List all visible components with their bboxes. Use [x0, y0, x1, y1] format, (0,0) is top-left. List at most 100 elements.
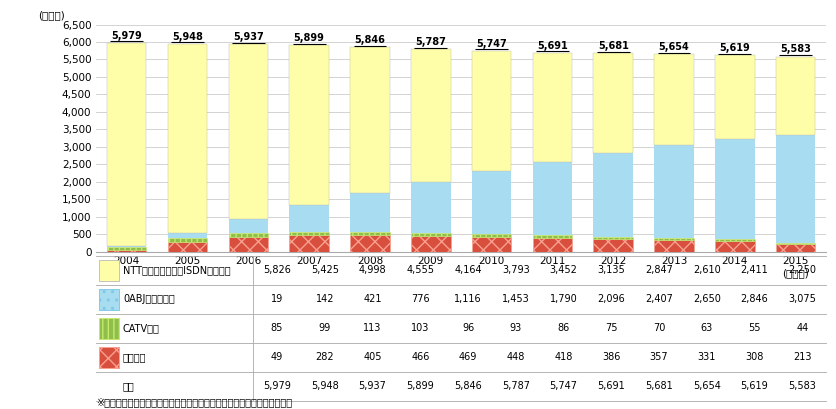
Text: ※過去の数値については、データを精査した結果を踏まえ修正している。: ※過去の数値については、データを精査した結果を踏まえ修正している。 — [96, 397, 292, 407]
Bar — [107, 246, 146, 247]
Text: (万契約): (万契約) — [38, 10, 64, 20]
Bar — [167, 44, 207, 233]
Text: 2,411: 2,411 — [740, 265, 767, 275]
Text: 2,847: 2,847 — [645, 265, 672, 275]
Text: 55: 55 — [747, 323, 760, 333]
Text: 5,654: 5,654 — [658, 42, 689, 52]
Text: 213: 213 — [792, 352, 811, 362]
Text: 3,075: 3,075 — [788, 294, 815, 304]
Bar — [167, 242, 207, 252]
Text: 93: 93 — [509, 323, 522, 333]
Bar — [714, 55, 754, 139]
Text: 5,979: 5,979 — [263, 381, 291, 391]
Text: 5,747: 5,747 — [476, 39, 507, 49]
Text: 0ABJ型イプ電話: 0ABJ型イプ電話 — [123, 294, 175, 304]
Text: 5,948: 5,948 — [172, 32, 202, 42]
Text: 5,979: 5,979 — [111, 31, 142, 40]
Bar — [714, 239, 754, 241]
Text: 5,899: 5,899 — [293, 34, 324, 43]
Text: 5,681: 5,681 — [597, 41, 628, 51]
Bar — [228, 237, 268, 252]
Text: 4,998: 4,998 — [359, 265, 386, 275]
Text: 96: 96 — [461, 323, 473, 333]
Text: 5,425: 5,425 — [310, 265, 339, 275]
Text: 5,583: 5,583 — [779, 45, 810, 54]
Bar — [714, 139, 754, 239]
Text: 5,619: 5,619 — [740, 381, 767, 391]
Bar — [289, 45, 329, 204]
Text: 1,453: 1,453 — [502, 294, 529, 304]
Text: 103: 103 — [410, 323, 429, 333]
Bar — [99, 260, 119, 281]
Text: 1,790: 1,790 — [549, 294, 577, 304]
Bar — [289, 204, 329, 231]
Bar — [472, 171, 511, 234]
Bar — [349, 193, 390, 232]
Bar — [593, 153, 632, 237]
Bar — [349, 232, 390, 235]
Text: 1,116: 1,116 — [454, 294, 482, 304]
Text: 直収電話: 直収電話 — [123, 352, 146, 362]
Bar — [349, 235, 390, 252]
Text: 44: 44 — [795, 323, 808, 333]
Bar — [593, 53, 632, 153]
Text: 5,826: 5,826 — [263, 265, 291, 275]
Bar — [107, 250, 146, 252]
Bar — [107, 43, 146, 246]
Bar — [410, 236, 450, 252]
Text: 85: 85 — [271, 323, 283, 333]
Text: 308: 308 — [744, 352, 762, 362]
Text: 3,793: 3,793 — [502, 265, 529, 275]
Text: 86: 86 — [557, 323, 569, 333]
Text: 2,846: 2,846 — [740, 294, 767, 304]
Text: 2,096: 2,096 — [597, 294, 624, 304]
Bar — [410, 233, 450, 236]
Bar — [349, 47, 390, 193]
Bar — [472, 237, 511, 252]
Text: 421: 421 — [363, 294, 381, 304]
Bar — [532, 236, 572, 238]
Bar — [654, 145, 693, 238]
Text: 405: 405 — [363, 352, 381, 362]
Text: 2,250: 2,250 — [788, 265, 815, 275]
Text: 63: 63 — [700, 323, 712, 333]
Text: 5,654: 5,654 — [692, 381, 720, 391]
Text: 2,650: 2,650 — [692, 294, 720, 304]
Text: 469: 469 — [458, 352, 477, 362]
Bar — [99, 318, 119, 339]
Text: 2,407: 2,407 — [645, 294, 672, 304]
Bar — [410, 49, 450, 182]
Text: 448: 448 — [506, 352, 524, 362]
Text: 5,583: 5,583 — [788, 381, 815, 391]
Bar — [99, 289, 119, 310]
Text: 5,619: 5,619 — [719, 43, 749, 53]
Text: CATV電話: CATV電話 — [123, 323, 160, 333]
Text: 75: 75 — [604, 323, 617, 333]
Text: 5,846: 5,846 — [354, 35, 385, 45]
Bar — [410, 182, 450, 233]
Text: 5,691: 5,691 — [537, 41, 567, 51]
Bar — [775, 243, 814, 244]
Text: 5,937: 5,937 — [232, 32, 263, 42]
Bar — [289, 235, 329, 252]
Text: 282: 282 — [315, 352, 334, 362]
Bar — [167, 233, 207, 238]
Bar — [99, 347, 119, 368]
Bar — [775, 56, 814, 135]
Bar — [228, 234, 268, 237]
Text: 466: 466 — [410, 352, 429, 362]
Text: 3,452: 3,452 — [549, 265, 577, 275]
Text: 49: 49 — [271, 352, 283, 362]
Bar — [593, 237, 632, 239]
Text: 70: 70 — [652, 323, 665, 333]
Text: 776: 776 — [410, 294, 429, 304]
Bar — [99, 347, 119, 368]
Text: 2,610: 2,610 — [692, 265, 720, 275]
Text: 4,164: 4,164 — [454, 265, 482, 275]
Text: 142: 142 — [315, 294, 334, 304]
Text: 113: 113 — [363, 323, 381, 333]
Text: 19: 19 — [271, 294, 283, 304]
Bar — [532, 238, 572, 252]
Bar — [107, 247, 146, 250]
Bar — [289, 231, 329, 235]
